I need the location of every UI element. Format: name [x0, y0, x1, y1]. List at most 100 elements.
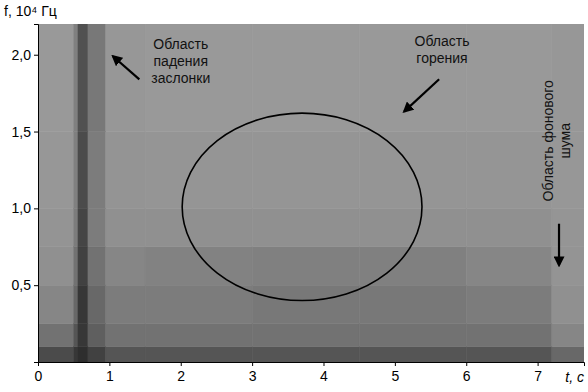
spectrogram-cell — [78, 24, 88, 132]
x-tick: 4 — [320, 362, 328, 384]
spectrogram-cell — [466, 24, 552, 132]
spectrogram-cell — [38, 247, 74, 285]
spectrogram-cell — [552, 324, 584, 347]
annotation-text: Область фонового — [540, 80, 556, 202]
x-tick-label: 0 — [35, 368, 43, 384]
annotation-text: падения — [154, 53, 208, 69]
annotation-text: заслонки — [151, 70, 210, 86]
spectrogram-cell — [359, 324, 466, 347]
spectrogram-cell — [74, 24, 78, 132]
annotations: ОбластьпадениязаслонкиОбластьгоренияОбла… — [113, 33, 573, 266]
spectrogram-cell — [88, 347, 106, 362]
spectrogram-cell — [145, 247, 252, 285]
spectrogram-cell — [78, 132, 88, 209]
y-axis-title: f, 10⁴ Гц — [4, 3, 57, 19]
x-axis-line — [39, 363, 585, 367]
spectrogram-cell — [552, 285, 584, 323]
spectrogram-cell — [78, 247, 88, 285]
spectrogram-cell — [466, 285, 552, 323]
y-tick-mark — [34, 55, 38, 56]
annotation-text: Область — [153, 36, 208, 52]
y-tick-mark — [34, 208, 38, 209]
spectrogram-cell — [359, 208, 466, 246]
spectrogram-cell — [252, 324, 359, 347]
y-tick: 2,0 — [12, 47, 38, 63]
spectrogram-cell — [466, 132, 552, 209]
x-tick: 5 — [391, 362, 399, 384]
spectrogram-cell — [552, 347, 584, 362]
x-tick-label: 2 — [177, 368, 185, 384]
spectrogram-cell — [74, 347, 78, 362]
spectrogram-cell — [88, 324, 106, 347]
annotation-text: шума — [557, 123, 573, 159]
x-tick-mark — [109, 362, 110, 366]
annotation: Область фоновогошума — [540, 80, 573, 202]
spectrogram-cell — [38, 347, 74, 362]
x-tick-mark — [323, 362, 324, 366]
x-axis: 0 1 2 3 4 5 6 7 — [35, 362, 585, 384]
spectrogram-cell — [145, 347, 252, 362]
spectrogram-cell — [145, 208, 252, 246]
spectrogram-cell — [74, 208, 78, 246]
spectrogram-cell — [78, 285, 88, 323]
y-tick-label: 1,0 — [12, 200, 32, 216]
x-tick-label: 7 — [534, 368, 542, 384]
annotation-arrow — [404, 79, 439, 111]
x-tick: 1 — [106, 362, 114, 384]
x-tick-label: 1 — [106, 368, 114, 384]
chart: 012345670,51,01,52,0f, 10⁴ Гцt, сОбласть… — [0, 0, 588, 392]
x-tick-label: 5 — [391, 368, 399, 384]
spectrogram-cell — [78, 208, 88, 246]
spectrogram-cell — [106, 347, 145, 362]
spectrogram-cell — [359, 347, 466, 362]
spectrogram-cell — [38, 324, 74, 347]
spectrogram-cell — [252, 247, 359, 285]
spectrogram-cell — [145, 324, 252, 347]
spectrogram-cell — [88, 24, 106, 132]
y-axis-line — [34, 25, 39, 363]
spectrogram-cell — [38, 208, 74, 246]
y-tick-label: 1,5 — [12, 124, 32, 140]
spectrogram-cell — [106, 324, 145, 347]
y-tick-mark — [34, 285, 38, 286]
y-axis: 0,51,01,52,0 — [12, 25, 39, 363]
annotation-arrow — [113, 56, 139, 79]
spectrogram-cell — [106, 208, 145, 246]
x-tick: 3 — [249, 362, 257, 384]
spectrogram-cell — [88, 132, 106, 209]
spectrogram-cell — [252, 347, 359, 362]
spectrogram-cell — [106, 285, 145, 323]
annotation-text: Область — [414, 33, 469, 49]
spectrogram-cell — [252, 24, 359, 132]
spectrogram-cell — [74, 132, 78, 209]
spectrogram-cell — [38, 24, 74, 132]
spectrogram-cell — [78, 324, 88, 347]
x-tick-mark — [538, 362, 539, 366]
spectrogram-cell — [552, 247, 584, 285]
x-tick-mark — [252, 362, 253, 366]
spectrogram-cell — [466, 347, 552, 362]
spectrogram-cell — [74, 285, 78, 323]
y-tick: 1,5 — [12, 124, 38, 140]
spectrogram-cell — [88, 208, 106, 246]
spectrogram-cell — [106, 132, 145, 209]
spectrogram-cell — [359, 285, 466, 323]
x-tick: 2 — [177, 362, 185, 384]
x-tick-label: 6 — [463, 368, 471, 384]
y-tick-mark — [34, 132, 38, 133]
spectrogram-cell — [106, 247, 145, 285]
spectrogram-cell — [74, 247, 78, 285]
plot-area — [38, 24, 584, 362]
spectrogram-cell — [466, 208, 552, 246]
spectrogram-cell — [88, 285, 106, 323]
spectrogram-cell — [359, 247, 466, 285]
spectrogram-cell — [88, 247, 106, 285]
annotation-arrow — [558, 224, 560, 265]
region-ellipse — [182, 113, 422, 300]
annotation: Областьпадениязаслонки — [151, 36, 210, 86]
y-tick-label: 2,0 — [12, 47, 32, 63]
spectrogram-cell — [106, 24, 145, 132]
spectrogram-cell — [145, 132, 252, 209]
spectrogram-cell — [252, 285, 359, 323]
x-axis-title: t, с — [565, 369, 584, 385]
